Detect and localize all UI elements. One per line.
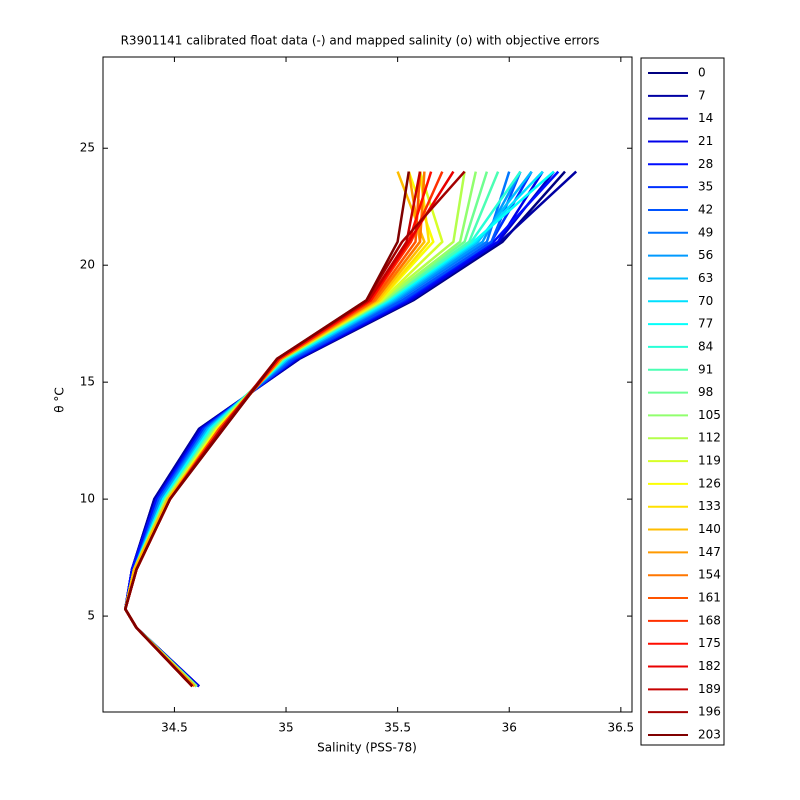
plot-area <box>124 170 578 688</box>
x-tick-label: 34.5 <box>161 721 188 735</box>
series-line <box>124 170 566 688</box>
legend-label: 168 <box>698 613 721 627</box>
legend-label: 77 <box>698 317 713 331</box>
legend-box <box>640 57 725 746</box>
legend-label: 112 <box>698 431 721 445</box>
chart-title: R3901141 calibrated float data (-) and m… <box>121 34 600 48</box>
y-tick-label: 10 <box>80 492 95 506</box>
legend-label: 175 <box>698 636 721 650</box>
series-line <box>124 171 435 688</box>
legend-label: 154 <box>698 568 721 582</box>
series-line <box>124 171 431 688</box>
legend-label: 70 <box>698 294 713 308</box>
series-line <box>124 170 578 688</box>
series-line <box>124 171 411 688</box>
legend: 0 7 14 21 28 35 42 49 56 63 70 77 84 91 98 105 112 119 126… <box>648 66 721 742</box>
legend-label: 203 <box>698 728 721 742</box>
legend-label: 7 <box>698 88 706 102</box>
y-tick-label: 15 <box>80 375 95 389</box>
legend-label: 161 <box>698 591 721 605</box>
series-line <box>124 171 426 688</box>
legend-label: 189 <box>698 682 721 696</box>
series-line <box>124 171 426 688</box>
y-tick-label: 5 <box>87 609 95 623</box>
x-tick-label: 35 <box>278 721 293 735</box>
series-line <box>124 171 422 688</box>
legend-label: 14 <box>698 111 713 125</box>
legend-label: 35 <box>698 180 713 194</box>
legend-label: 0 <box>698 66 706 80</box>
legend-label: 21 <box>698 134 713 148</box>
legend-label: 63 <box>698 271 713 285</box>
y-axis-label: θ °C <box>53 387 67 413</box>
legend-label: 182 <box>698 659 721 673</box>
legend-label: 147 <box>698 545 721 559</box>
legend-label: 98 <box>698 385 713 399</box>
x-tick-label: 35.5 <box>384 721 411 735</box>
legend-label: 133 <box>698 499 721 513</box>
axes-box <box>102 56 633 713</box>
series-line <box>124 171 500 688</box>
series-line <box>124 171 489 688</box>
x-axis-label: Salinity (PSS-78) <box>317 741 417 755</box>
legend-label: 140 <box>698 522 721 536</box>
legend-label: 91 <box>698 362 713 376</box>
series-line <box>124 171 422 688</box>
legend-label: 49 <box>698 225 713 239</box>
legend-label: 196 <box>698 705 721 719</box>
legend-label: 42 <box>698 202 713 216</box>
legend-label: 84 <box>698 339 713 353</box>
x-tick-label: 36.5 <box>607 721 634 735</box>
y-tick-label: 20 <box>80 258 95 272</box>
x-tick-label: 36 <box>502 721 517 735</box>
legend-label: 119 <box>698 454 721 468</box>
series-line <box>124 171 433 688</box>
legend-label: 126 <box>698 476 721 490</box>
series-line <box>124 170 455 688</box>
legend-label: 105 <box>698 408 721 422</box>
y-tick-label: 25 <box>80 141 95 155</box>
series-line <box>124 171 422 688</box>
legend-label: 56 <box>698 248 713 262</box>
legend-label: 28 <box>698 157 713 171</box>
